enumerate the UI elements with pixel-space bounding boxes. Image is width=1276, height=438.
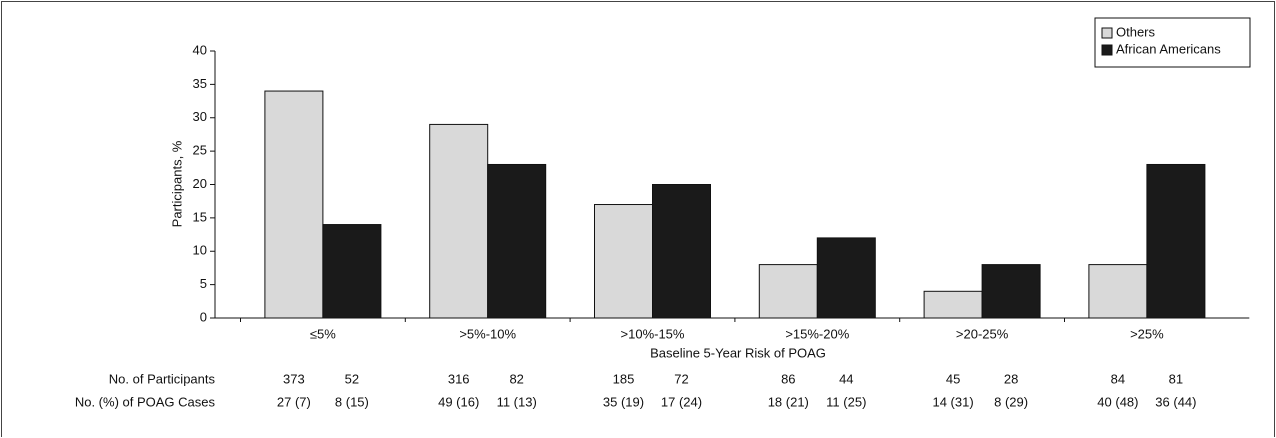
y-axis-label: Participants, % [169, 140, 184, 227]
table-cell: 8 (15) [335, 394, 369, 409]
table-cell: 84 [1111, 371, 1125, 386]
x-tick-label: >5%-10% [459, 326, 516, 341]
table-cell: 28 [1004, 371, 1018, 386]
bar [816, 237, 876, 319]
table-cell: 45 [946, 371, 960, 386]
legend-box [1094, 17, 1251, 68]
y-tick-label: 0 [200, 309, 207, 324]
legend-swatch [1101, 27, 1113, 39]
y-tick-label: 30 [193, 109, 207, 124]
table-cell: 35 (19) [603, 394, 644, 409]
table-cell: 316 [448, 371, 470, 386]
table-cell: 81 [1169, 371, 1183, 386]
bar [429, 123, 489, 319]
table-cell: 72 [674, 371, 688, 386]
legend-swatch [1101, 44, 1113, 56]
table-cell: 82 [509, 371, 523, 386]
bar [487, 163, 547, 319]
table-cell: 86 [781, 371, 795, 386]
y-tick-label: 5 [200, 276, 207, 291]
bar [1088, 264, 1148, 319]
y-tick-label: 35 [193, 76, 207, 91]
x-axis-label: Baseline 5-Year Risk of POAG [650, 345, 826, 360]
table-cell: 27 (7) [277, 394, 311, 409]
y-tick-label: 25 [193, 143, 207, 158]
table-cell: 17 (24) [661, 394, 702, 409]
table-cell: 44 [839, 371, 853, 386]
y-tick-label: 15 [193, 209, 207, 224]
bar [594, 204, 653, 319]
table-cell: 11 (25) [826, 394, 866, 409]
table-cell: 36 (44) [1155, 394, 1196, 409]
bar [652, 184, 711, 319]
bar [758, 264, 818, 319]
table-cell: 40 (48) [1097, 394, 1138, 409]
x-tick-label: >25% [1130, 326, 1164, 341]
x-tick-label: ≤5% [310, 326, 336, 341]
bar [923, 290, 983, 319]
y-tick-label: 10 [193, 243, 207, 258]
bar [322, 224, 382, 319]
bar [981, 264, 1041, 319]
table-cell: 8 (29) [994, 394, 1028, 409]
x-tick-label: >10%-15% [621, 326, 685, 341]
table-cell: 11 (13) [497, 394, 537, 409]
table-cell: 49 (16) [438, 394, 479, 409]
y-tick-label: 40 [193, 42, 207, 57]
x-tick-label: >20-25% [956, 326, 1009, 341]
legend-label: African Americans [1116, 41, 1221, 56]
legend-label: Others [1116, 24, 1156, 39]
table-cell: 185 [613, 371, 635, 386]
table-row-label: No. of Participants [109, 371, 216, 386]
table-cell: 52 [345, 371, 359, 386]
table-row-label: No. (%) of POAG Cases [75, 394, 216, 409]
x-tick-label: >15%-20% [785, 326, 849, 341]
bar [264, 90, 324, 319]
bar [1146, 163, 1206, 319]
table-cell: 373 [283, 371, 305, 386]
table-cell: 14 (31) [932, 394, 973, 409]
table-cell: 18 (21) [768, 394, 809, 409]
y-tick-label: 20 [193, 176, 207, 191]
